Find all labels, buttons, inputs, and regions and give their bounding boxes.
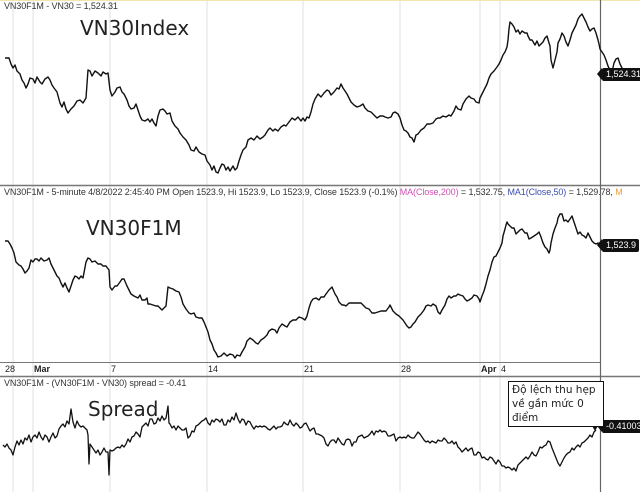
- ma50-label: MA1(Close,50): [507, 187, 567, 197]
- spread-last-value-tag: -0.41003: [597, 420, 640, 433]
- x-tick-14: 14: [208, 364, 219, 374]
- spread-header: VN30F1M - (VN30F1M - VN30) spread = -0.4…: [4, 378, 187, 388]
- vn30f1m-line: [5, 213, 600, 359]
- vn30f1m-header: VN30F1M - 5-minute 4/8/2022 2:45:40 PM O…: [4, 187, 623, 197]
- vn30f1m-last-value-tag: 1,523.9: [596, 239, 640, 252]
- header-tail: M: [615, 187, 623, 197]
- x-axis: 28 Mar 7 14 21 28 Apr 4: [0, 363, 600, 376]
- ma200-value: = 1,532.75,: [458, 187, 508, 197]
- vn30f1m-header-main: VN30F1M - 5-minute 4/8/2022 2:45:40 PM O…: [4, 187, 400, 197]
- vn30-index-last-value-tag: 1,524.31: [596, 68, 640, 81]
- vn30-index-header: VN30F1M - VN30 = 1,524.31: [4, 1, 118, 11]
- spread-annotation-box: Độ lệch thu hẹp về gần mức 0 điểm: [508, 381, 604, 427]
- x-tick-21: 21: [304, 364, 315, 374]
- x-tick-28: 28: [401, 364, 412, 374]
- x-tick-apr: Apr: [481, 364, 497, 374]
- vn30-index-line: [5, 13, 625, 174]
- vn30f1m-panel[interactable]: VN30F1M - 5-minute 4/8/2022 2:45:40 PM O…: [0, 186, 640, 362]
- x-tick-mar: Mar: [34, 364, 51, 374]
- x-tick-feb28: 28: [5, 364, 16, 374]
- spread-label: Spread: [88, 397, 159, 421]
- x-tick-7: 7: [111, 364, 117, 374]
- x-tick-4: 4: [501, 364, 507, 374]
- vn30f1m-label: VN30F1M: [86, 216, 182, 240]
- ma50-value: = 1,529.78,: [566, 187, 616, 197]
- vn30-index-label: VN30Index: [80, 16, 190, 40]
- annotation-line-1: Độ lệch thu hẹp: [512, 384, 596, 396]
- ma200-label: MA(Close,200): [399, 187, 459, 197]
- vn30-index-panel[interactable]: VN30F1M - VN30 = 1,524.31 VN30Index 1,52…: [0, 0, 640, 185]
- spread-line: [2, 405, 597, 476]
- annotation-line-2: về gần mức 0 điểm: [512, 398, 584, 424]
